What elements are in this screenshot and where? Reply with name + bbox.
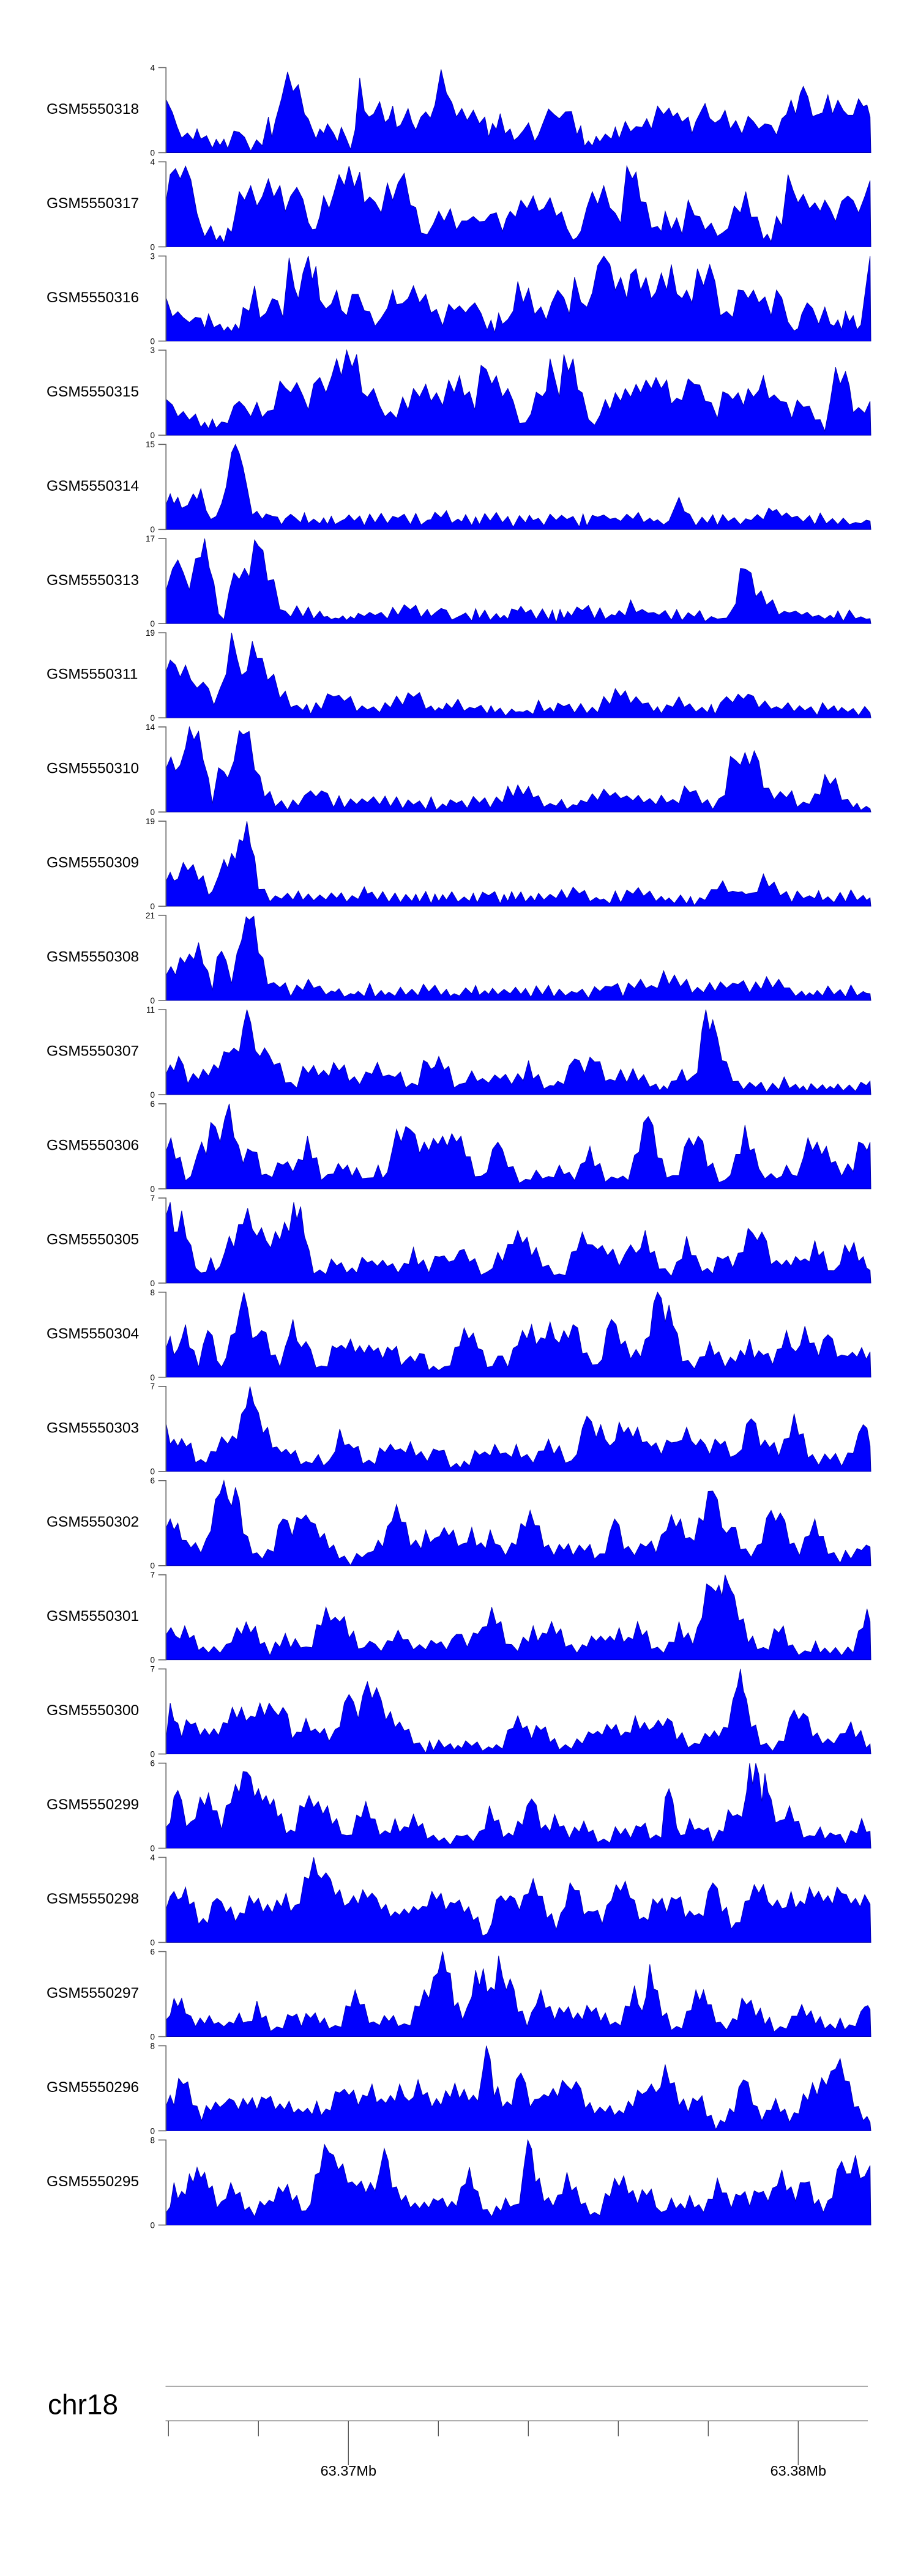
svg-text:3: 3: [150, 251, 155, 261]
svg-text:0: 0: [150, 1279, 155, 1288]
svg-text:GSM5550306: GSM5550306: [47, 1137, 139, 1153]
svg-text:GSM5550313: GSM5550313: [47, 572, 139, 589]
svg-text:0: 0: [150, 1656, 155, 1665]
svg-text:0: 0: [150, 619, 155, 628]
svg-text:4: 4: [150, 63, 155, 72]
svg-text:GSM5550295: GSM5550295: [47, 2173, 139, 2190]
svg-text:8: 8: [150, 2135, 155, 2145]
svg-text:GSM5550311: GSM5550311: [47, 666, 138, 683]
svg-text:0: 0: [150, 1750, 155, 1759]
svg-text:GSM5550314: GSM5550314: [47, 478, 139, 494]
svg-text:GSM5550305: GSM5550305: [47, 1231, 139, 1248]
svg-text:GSM5550310: GSM5550310: [47, 761, 139, 777]
svg-text:4: 4: [150, 157, 155, 166]
svg-text:0: 0: [150, 808, 155, 817]
svg-text:0: 0: [150, 337, 155, 346]
svg-text:GSM5550317: GSM5550317: [47, 195, 139, 212]
svg-text:8: 8: [150, 2041, 155, 2050]
svg-text:0: 0: [150, 1090, 155, 1100]
svg-text:21: 21: [146, 911, 155, 920]
svg-text:0: 0: [150, 525, 155, 534]
svg-text:0: 0: [150, 2220, 155, 2230]
svg-text:19: 19: [146, 817, 155, 826]
svg-text:15: 15: [146, 440, 155, 449]
svg-text:0: 0: [150, 1185, 155, 1194]
svg-text:0: 0: [150, 2032, 155, 2041]
svg-text:GSM5550307: GSM5550307: [47, 1043, 139, 1060]
svg-text:GSM5550298: GSM5550298: [47, 1891, 139, 1907]
svg-text:7: 7: [150, 1194, 155, 1203]
svg-text:chr18: chr18: [48, 2389, 118, 2421]
svg-text:GSM5550308: GSM5550308: [47, 949, 139, 966]
svg-text:63.37Mb: 63.37Mb: [321, 2463, 376, 2479]
svg-text:0: 0: [150, 242, 155, 251]
svg-text:0: 0: [150, 148, 155, 157]
svg-text:7: 7: [150, 1571, 155, 1580]
svg-text:19: 19: [146, 628, 155, 638]
svg-text:GSM5550318: GSM5550318: [47, 101, 139, 117]
svg-text:GSM5550309: GSM5550309: [47, 855, 139, 871]
svg-text:GSM5550315: GSM5550315: [47, 384, 139, 400]
svg-text:6: 6: [150, 1947, 155, 1956]
svg-text:0: 0: [150, 996, 155, 1005]
svg-text:GSM5550301: GSM5550301: [47, 1608, 139, 1625]
svg-text:0: 0: [150, 713, 155, 723]
svg-text:GSM5550302: GSM5550302: [47, 1514, 139, 1530]
svg-text:0: 0: [150, 902, 155, 911]
svg-text:GSM5550299: GSM5550299: [47, 1796, 139, 1813]
svg-text:7: 7: [150, 1665, 155, 1674]
svg-text:0: 0: [150, 1938, 155, 1947]
svg-text:6: 6: [150, 1476, 155, 1486]
svg-text:GSM5550304: GSM5550304: [47, 1325, 139, 1342]
svg-text:0: 0: [150, 1373, 155, 1382]
svg-text:GSM5550296: GSM5550296: [47, 2079, 139, 2096]
svg-text:63.38Mb: 63.38Mb: [771, 2463, 826, 2479]
svg-text:0: 0: [150, 431, 155, 440]
svg-text:0: 0: [150, 1844, 155, 1853]
svg-text:GSM5550297: GSM5550297: [47, 1985, 139, 2001]
svg-text:17: 17: [146, 534, 155, 543]
svg-text:0: 0: [150, 1467, 155, 1476]
svg-text:6: 6: [150, 1759, 155, 1768]
svg-text:11: 11: [146, 1005, 155, 1014]
svg-text:7: 7: [150, 1382, 155, 1391]
svg-text:4: 4: [150, 1853, 155, 1862]
svg-text:GSM5550316: GSM5550316: [47, 289, 139, 306]
svg-text:6: 6: [150, 1100, 155, 1109]
svg-text:14: 14: [146, 723, 155, 732]
svg-text:0: 0: [150, 1562, 155, 1571]
svg-text:GSM5550303: GSM5550303: [47, 1420, 139, 1436]
svg-text:0: 0: [150, 2126, 155, 2135]
svg-text:3: 3: [150, 346, 155, 355]
svg-text:8: 8: [150, 1288, 155, 1297]
svg-text:GSM5550300: GSM5550300: [47, 1702, 139, 1719]
